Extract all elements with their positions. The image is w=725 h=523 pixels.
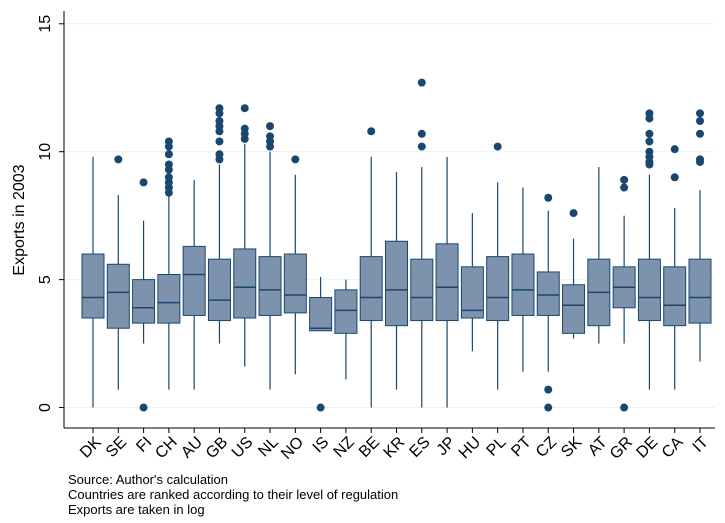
box xyxy=(258,256,282,316)
outlier xyxy=(417,142,426,151)
outlier xyxy=(164,188,173,197)
box xyxy=(637,258,661,322)
box xyxy=(511,253,535,316)
box xyxy=(562,284,586,334)
outlier xyxy=(645,114,654,123)
note: Exports are taken in log xyxy=(68,502,205,517)
x-tick-label: AT xyxy=(585,434,611,460)
box xyxy=(283,253,307,314)
outlier xyxy=(164,165,173,174)
outlier xyxy=(645,129,654,138)
box xyxy=(81,253,105,319)
outlier xyxy=(417,129,426,138)
outlier xyxy=(139,403,148,412)
x-tick-label: DE xyxy=(633,434,661,462)
outlier xyxy=(316,403,325,412)
x-tick-label: US xyxy=(229,434,257,462)
box xyxy=(233,248,257,319)
outlier xyxy=(240,134,249,143)
outlier xyxy=(367,127,376,136)
outlier xyxy=(696,157,704,166)
outlier xyxy=(544,385,553,394)
outlier xyxy=(544,193,553,202)
outlier xyxy=(696,109,704,118)
y-tick-label: 0 xyxy=(37,403,54,412)
x-tick-label: AU xyxy=(178,434,206,462)
x-tick-label: PT xyxy=(508,434,535,461)
x-tick-label: SE xyxy=(103,434,130,461)
outlier xyxy=(164,150,173,159)
x-tick-label: NO xyxy=(278,434,307,463)
outlier xyxy=(215,109,224,118)
outlier xyxy=(493,142,502,151)
x-tick-label: IS xyxy=(310,434,333,457)
y-tick-label: 15 xyxy=(37,15,54,33)
outlier xyxy=(417,78,426,87)
box xyxy=(486,256,510,322)
outlier xyxy=(139,178,148,187)
x-tick-label: ES xyxy=(406,434,433,461)
outlier xyxy=(215,137,224,146)
x-tick-label: BE xyxy=(356,434,383,461)
x-tick-label: CZ xyxy=(533,434,560,461)
outlier xyxy=(620,183,629,192)
outlier xyxy=(266,122,275,131)
outlier xyxy=(215,155,224,164)
box xyxy=(460,266,484,319)
outlier xyxy=(291,155,300,164)
x-tick-label: SK xyxy=(558,434,585,461)
x-tick-label: NZ xyxy=(331,434,358,461)
outlier xyxy=(670,173,679,182)
box xyxy=(359,256,383,322)
outlier xyxy=(569,209,578,218)
outlier xyxy=(620,175,629,184)
x-tick-label: GB xyxy=(203,434,231,462)
note: Countries are ranked according to their … xyxy=(68,487,398,502)
x-tick-label: IT xyxy=(690,434,712,456)
outlier xyxy=(670,145,679,154)
x-tick-label: CA xyxy=(659,434,687,462)
box xyxy=(182,245,206,316)
outlier xyxy=(164,142,173,151)
outlier xyxy=(215,127,224,136)
x-tick-label: CH xyxy=(152,434,180,462)
x-tick-label: KR xyxy=(381,434,409,462)
x-tick-label: HU xyxy=(456,434,484,462)
box xyxy=(536,271,560,316)
box xyxy=(207,258,231,322)
outlier xyxy=(266,142,275,151)
box xyxy=(385,240,408,327)
outlier xyxy=(696,129,704,138)
outlier xyxy=(240,104,249,113)
x-tick-label: PL xyxy=(484,434,510,460)
x-tick-label: FI xyxy=(133,434,155,456)
y-axis-label: Exports in 2003 xyxy=(11,164,28,275)
box xyxy=(157,274,181,324)
x-tick-label: NL xyxy=(255,434,282,461)
outlier xyxy=(645,137,654,146)
box xyxy=(435,243,459,322)
outlier xyxy=(544,403,553,412)
outlier xyxy=(620,403,629,412)
y-tick-label: 5 xyxy=(37,275,54,284)
box xyxy=(132,279,156,324)
x-tick-label: JP xyxy=(434,434,459,459)
x-tick-label: GR xyxy=(607,434,636,463)
box xyxy=(106,263,130,329)
box xyxy=(334,289,358,334)
x-tick-label: DK xyxy=(77,434,105,462)
outlier xyxy=(645,160,654,169)
box xyxy=(688,258,712,324)
box xyxy=(663,266,687,327)
y-tick-label: 10 xyxy=(37,143,54,161)
outlier xyxy=(114,155,123,164)
box xyxy=(309,297,333,332)
box xyxy=(410,258,434,322)
note: Source: Author's calculation xyxy=(68,472,228,487)
outlier xyxy=(696,117,704,126)
